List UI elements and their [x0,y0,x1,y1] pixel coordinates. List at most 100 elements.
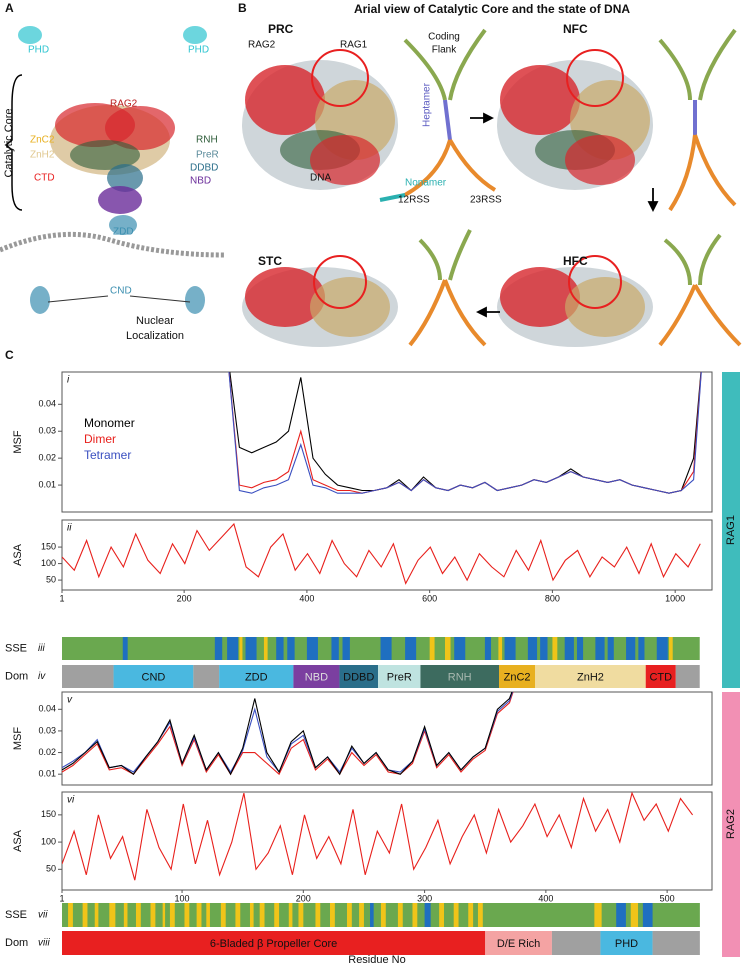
rag2-label: RAG2 [110,99,138,110]
y-tick-label: 50 [46,864,56,874]
sse-segment [274,903,280,927]
domain-label: ZnH2 [577,671,604,683]
sse-segment [630,903,639,927]
y-tick-label: 100 [41,836,56,846]
sse-segment [656,637,668,660]
phd-label: PHD [188,45,209,56]
y-tick-label: 100 [41,558,56,568]
panel-a-structure [0,26,226,314]
domain-segment [293,665,340,688]
panel-numeral: vi [67,795,75,806]
sse-segment [669,637,673,660]
sse-segment [380,637,392,660]
domain-label: DDBD [343,671,374,683]
nuclear-label: Nuclear [136,315,174,327]
x-tick-label: 300 [417,893,432,903]
y-tick-label: 0.01 [38,479,56,489]
sse-segment [245,637,257,660]
x-tick-label: 200 [296,893,311,903]
sse-segment [68,903,73,927]
flank-label: Flank [432,45,457,56]
sse-segment [239,637,243,660]
x-tick-label: 600 [422,593,437,603]
data-line [62,792,694,881]
sse-segment [405,637,417,660]
sse-segment [162,903,166,927]
sse-segment [445,637,451,660]
ddbd-label: DDBD [190,163,218,174]
plot-frame [61,371,713,513]
phd-label: PHD [28,45,49,56]
legend-entry: Monomer [84,416,135,430]
x-tick-label: 500 [660,893,675,903]
domain-segment [645,665,676,688]
rag2-label: RAG2 [725,809,737,839]
sse-segment [576,637,584,660]
sse-segment [259,903,265,927]
sse-segment [429,637,435,660]
domain-label: 6-Bladed β Propeller Core [210,938,337,950]
state-label: PRC [268,22,294,36]
sse-segment [306,637,318,660]
sse-segment [315,903,321,927]
zdd-label: ZDD [113,227,134,238]
sse-segment [412,903,418,927]
x-axis-label: Residue No [348,954,405,965]
rag2-side-bar [722,692,740,957]
data-line [62,692,513,776]
localization-label: Localization [126,330,184,342]
panel-label: C [5,348,14,362]
domain-label: CTD [649,671,672,683]
sse-segment [359,903,364,927]
y-axis-label: MSF [12,430,24,454]
series-group [228,372,702,494]
domain-label: CND [142,671,166,683]
domain-label: PHD [615,938,638,950]
row-label: SSE [5,642,27,654]
sse-segment [196,903,202,927]
data-line [62,522,701,585]
sse-segment [220,903,226,927]
sse-segment [626,637,636,660]
domain-segment [113,665,194,688]
row-label: Dom [5,670,28,682]
domain-segment [675,665,700,688]
x-tick-label: 1 [59,593,64,603]
sse-segment [397,903,403,927]
sse-segment [330,903,335,927]
sse-segment [595,637,605,660]
sse-segment [214,637,223,660]
domain-segment [62,931,486,955]
series-group [62,792,694,881]
domain-segment [485,931,552,955]
sse-segment [468,903,474,927]
y-axis-label: MSF [12,727,24,751]
sse-segment [638,637,645,660]
sse-segment [477,903,483,927]
legend-entry: Dimer [84,432,116,446]
sse-segment [454,637,466,660]
panel-numeral: ii [67,523,72,534]
domain-segment [219,665,294,688]
x-tick-label: 400 [538,893,553,903]
rag1-label: RAG1 [340,40,368,51]
sse-segment [94,903,99,927]
panel-numeral: iv [38,671,46,682]
znc2-label: ZnC2 [30,135,55,146]
x-tick-label: 1000 [665,593,685,603]
sse-segment [235,903,241,927]
domain-segment [378,665,421,688]
sse-segment [346,903,352,927]
y-tick-label: 150 [41,809,56,819]
prer-label: PreR [196,150,219,161]
domain-segment [535,665,646,688]
sse-segment [276,637,284,660]
data-line [228,372,702,494]
domain-label: RNH [448,671,472,683]
sse-segment [424,903,431,927]
nbd-label: NBD [190,176,211,187]
series-group [62,522,701,585]
x-tick-label: 400 [299,593,314,603]
ctd-label: CTD [34,173,55,184]
sse-segment [109,903,116,927]
